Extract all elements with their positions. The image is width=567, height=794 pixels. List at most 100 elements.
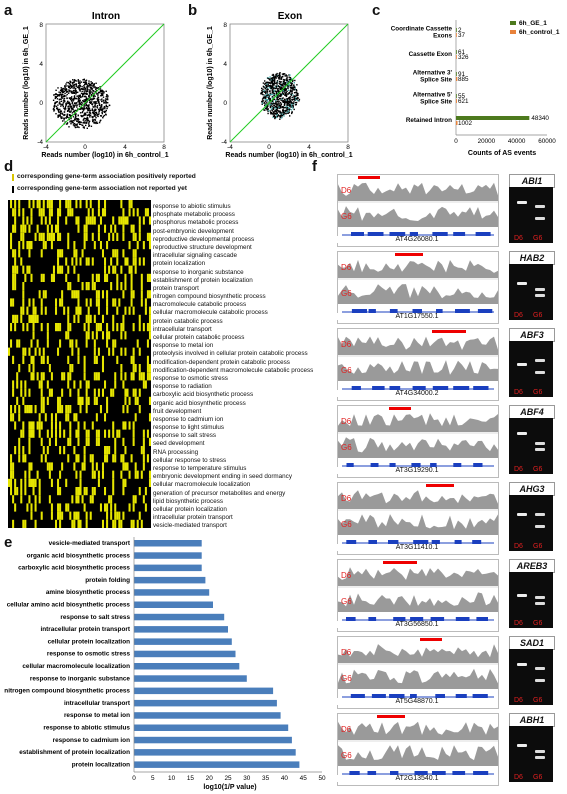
heatmap-cell	[75, 249, 78, 258]
heatmap-cell	[30, 503, 33, 512]
heatmap-cell	[69, 405, 72, 414]
heatmap-cell	[79, 470, 82, 479]
heatmap-cell	[46, 224, 49, 233]
heatmap-cell	[44, 306, 47, 315]
heatmap-cell	[73, 241, 76, 250]
heatmap-cell	[134, 249, 137, 258]
gel-band	[517, 282, 527, 285]
coverage-track	[338, 206, 498, 227]
heatmap-cell	[24, 273, 27, 282]
heatmap-term: intracellular transport	[153, 325, 212, 333]
heatmap-cell	[112, 249, 115, 258]
heatmap-cell	[40, 454, 43, 463]
heatmap-cell	[38, 421, 41, 430]
heatmap-cell	[106, 331, 109, 340]
heatmap-cell	[132, 347, 135, 356]
heatmap-cell	[120, 519, 123, 528]
heatmap-cell	[67, 437, 70, 446]
heatmap-cell	[97, 323, 100, 332]
go-bar	[134, 736, 292, 744]
heatmap-cell	[28, 224, 31, 233]
heatmap-cell	[12, 208, 15, 217]
heatmap-cell	[87, 282, 90, 291]
heatmap-cell	[42, 208, 45, 217]
heatmap-cell	[132, 437, 135, 446]
heatmap-cell	[40, 249, 43, 258]
heatmap-cell	[67, 306, 70, 315]
heatmap-cell	[52, 265, 55, 274]
heatmap-cell	[50, 372, 53, 381]
heatmap-cell	[10, 462, 13, 471]
heatmap-cell	[34, 232, 37, 241]
heatmap-cell	[122, 232, 125, 241]
gene-model-exon	[412, 386, 426, 392]
gel-band	[535, 596, 545, 599]
heatmap-cell	[140, 282, 143, 291]
heatmap-cell	[46, 331, 49, 340]
gel-lane-g6: G6	[533, 235, 542, 242]
heatmap-cell	[63, 446, 66, 455]
legend-swatch-control	[510, 30, 516, 34]
splice-event-marker	[389, 407, 411, 410]
heatmap-cell	[54, 519, 58, 528]
heatmap-cell	[54, 298, 58, 307]
gene-model-exon	[475, 232, 491, 238]
heatmap-cell	[87, 331, 90, 340]
as-xtick: 20000	[478, 138, 496, 145]
gel-band	[535, 756, 545, 759]
heatmap-cell	[85, 519, 88, 528]
heatmap-cell	[20, 224, 23, 233]
heatmap-cell	[77, 347, 80, 356]
heatmap-cell	[138, 323, 141, 332]
heatmap-cell	[71, 257, 74, 266]
gene-model-exon	[430, 463, 437, 469]
heatmap-cell	[79, 405, 82, 414]
heatmap-term: response to osmotic stress	[153, 374, 228, 382]
heatmap-cell	[134, 413, 137, 422]
heatmap-cell	[65, 257, 68, 266]
heatmap-cell	[38, 495, 41, 504]
heatmap-cell	[28, 421, 31, 430]
gel-band	[535, 679, 545, 682]
genome-track: D6 G6	[337, 174, 499, 247]
heatmap-cell	[30, 339, 33, 348]
heatmap-cell	[54, 437, 58, 446]
heatmap-cell	[24, 224, 27, 233]
heatmap-cell	[16, 339, 19, 348]
heatmap-cell	[63, 429, 66, 438]
heatmap-cell	[83, 232, 86, 241]
heatmap-cell	[28, 470, 31, 479]
heatmap-cell	[148, 216, 151, 225]
heatmap-cell	[87, 216, 90, 225]
heatmap-cell	[106, 454, 109, 463]
heatmap-cell	[97, 298, 100, 307]
heatmap-cell	[18, 446, 21, 455]
gene-model-exon	[412, 309, 422, 315]
heatmap-cell	[85, 405, 88, 414]
heatmap-cell	[42, 355, 45, 364]
heatmap-cell	[48, 388, 51, 397]
heatmap-cell	[87, 257, 90, 266]
rt-pcr-gel: D6 G6	[509, 495, 553, 551]
go-xtick: 10	[168, 775, 176, 782]
heatmap-cell	[14, 216, 17, 225]
heatmap-cell	[106, 503, 109, 512]
heatmap-cell	[132, 257, 135, 266]
heatmap-cell	[87, 429, 90, 438]
heatmap-cell	[44, 413, 47, 422]
heatmap-cell	[50, 503, 53, 512]
heatmap-cell	[10, 298, 13, 307]
heatmap-cell	[104, 224, 107, 233]
heatmap-cell	[93, 339, 96, 348]
gene-model-exon	[371, 694, 386, 700]
heatmap-cell	[112, 388, 115, 397]
heatmap-cell	[59, 232, 62, 241]
heatmap-cell	[65, 405, 68, 414]
heatmap-cell	[112, 470, 115, 479]
rt-pcr-gel: D6 G6	[509, 264, 553, 320]
heatmap-cell	[18, 208, 21, 217]
go-category-label: response to metal ion	[64, 712, 130, 719]
lane-label-g6: G6	[341, 597, 352, 606]
heatmap-cell	[83, 364, 86, 373]
heatmap-cell	[69, 364, 72, 373]
